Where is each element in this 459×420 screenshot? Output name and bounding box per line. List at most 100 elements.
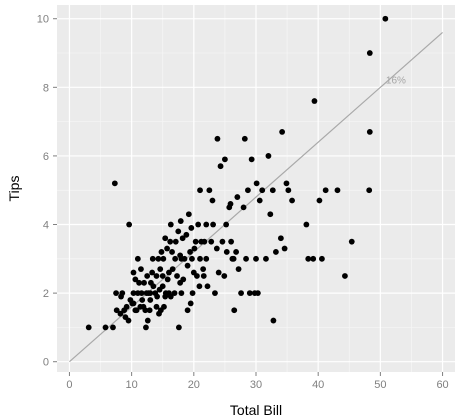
data-point — [248, 156, 255, 163]
data-point — [254, 290, 261, 297]
data-point — [159, 283, 166, 290]
data-point — [141, 279, 147, 286]
y-tick-label: 2 — [43, 288, 49, 300]
data-point — [366, 50, 373, 56]
data-point — [212, 290, 218, 297]
data-point — [223, 221, 230, 228]
data-point — [245, 187, 251, 194]
data-point — [203, 221, 210, 228]
data-point — [213, 245, 220, 252]
data-point — [281, 245, 288, 252]
data-point — [194, 273, 200, 279]
y-tick-label: 6 — [43, 151, 49, 163]
data-point — [223, 249, 230, 255]
data-point — [277, 235, 284, 242]
data-point — [162, 293, 169, 300]
x-tick-label: 50 — [374, 379, 386, 391]
data-point — [110, 324, 116, 331]
data-point — [234, 194, 241, 200]
data-point — [210, 221, 216, 228]
data-point — [113, 290, 119, 297]
reference-line — [69, 31, 443, 363]
data-point — [197, 255, 203, 262]
data-point — [85, 324, 92, 331]
data-point — [219, 238, 226, 245]
data-point — [273, 249, 279, 255]
data-point — [125, 317, 132, 324]
data-point — [235, 266, 242, 273]
data-point — [185, 211, 192, 218]
data-point — [253, 255, 259, 262]
data-point — [319, 255, 325, 262]
data-point — [230, 255, 237, 262]
data-point — [222, 156, 228, 163]
data-point — [156, 310, 162, 317]
tick-labels: 0 10 20 30 40 50 60 0 2 4 6 8 10 — [37, 14, 449, 391]
y-tick-label: 4 — [43, 220, 49, 232]
x-tick-label: 60 — [436, 379, 448, 391]
data-point — [130, 269, 137, 276]
data-point — [348, 238, 355, 245]
data-point — [169, 249, 175, 255]
data-point — [175, 228, 182, 235]
data-point — [270, 317, 277, 324]
data-point — [146, 307, 153, 314]
data-point — [243, 255, 249, 262]
data-point — [316, 197, 323, 204]
data-point — [167, 221, 174, 228]
data-point — [179, 235, 186, 242]
axis-ticks — [53, 18, 444, 376]
data-point — [214, 135, 221, 142]
data-point — [149, 255, 156, 262]
data-point — [285, 187, 292, 194]
data-point — [153, 303, 160, 310]
data-point — [175, 324, 182, 331]
data-point — [283, 180, 290, 187]
data-point — [142, 307, 149, 314]
data-point — [289, 197, 295, 204]
data-point — [119, 290, 126, 297]
data-point — [166, 269, 172, 276]
data-point — [174, 273, 180, 279]
x-tick-label: 20 — [188, 379, 200, 391]
data-point — [180, 276, 187, 283]
data-point — [154, 293, 161, 300]
data-point — [238, 290, 244, 297]
data-point — [164, 245, 170, 252]
data-point — [147, 290, 154, 297]
data-point — [203, 255, 210, 262]
data-point — [196, 283, 203, 290]
data-point — [192, 238, 199, 245]
data-point — [256, 197, 263, 204]
data-point — [246, 290, 253, 297]
data-point — [133, 307, 140, 314]
data-point — [159, 273, 166, 279]
data-point — [311, 98, 318, 104]
data-point — [267, 211, 274, 218]
data-point — [144, 317, 151, 324]
reference-line-label: 16% — [386, 75, 406, 86]
data-point — [191, 245, 198, 252]
data-point — [204, 283, 211, 290]
data-point — [160, 255, 167, 262]
data-point — [221, 273, 228, 279]
data-point — [172, 255, 179, 262]
data-point — [366, 129, 373, 135]
data-point — [184, 307, 191, 314]
data-point — [305, 255, 312, 262]
y-axis-title: Tips — [6, 176, 22, 202]
major-gridlines — [57, 5, 455, 372]
data-point — [231, 307, 238, 314]
data-point — [322, 187, 329, 194]
x-tick-label: 40 — [312, 379, 324, 391]
data-point — [147, 297, 154, 303]
data-point — [153, 273, 160, 279]
data-point — [334, 187, 341, 194]
data-point — [382, 15, 389, 22]
data-point — [184, 262, 191, 269]
data-point — [178, 290, 185, 297]
data-point — [259, 187, 266, 194]
x-axis-title: Total Bill — [230, 402, 282, 418]
data-point — [310, 255, 317, 262]
